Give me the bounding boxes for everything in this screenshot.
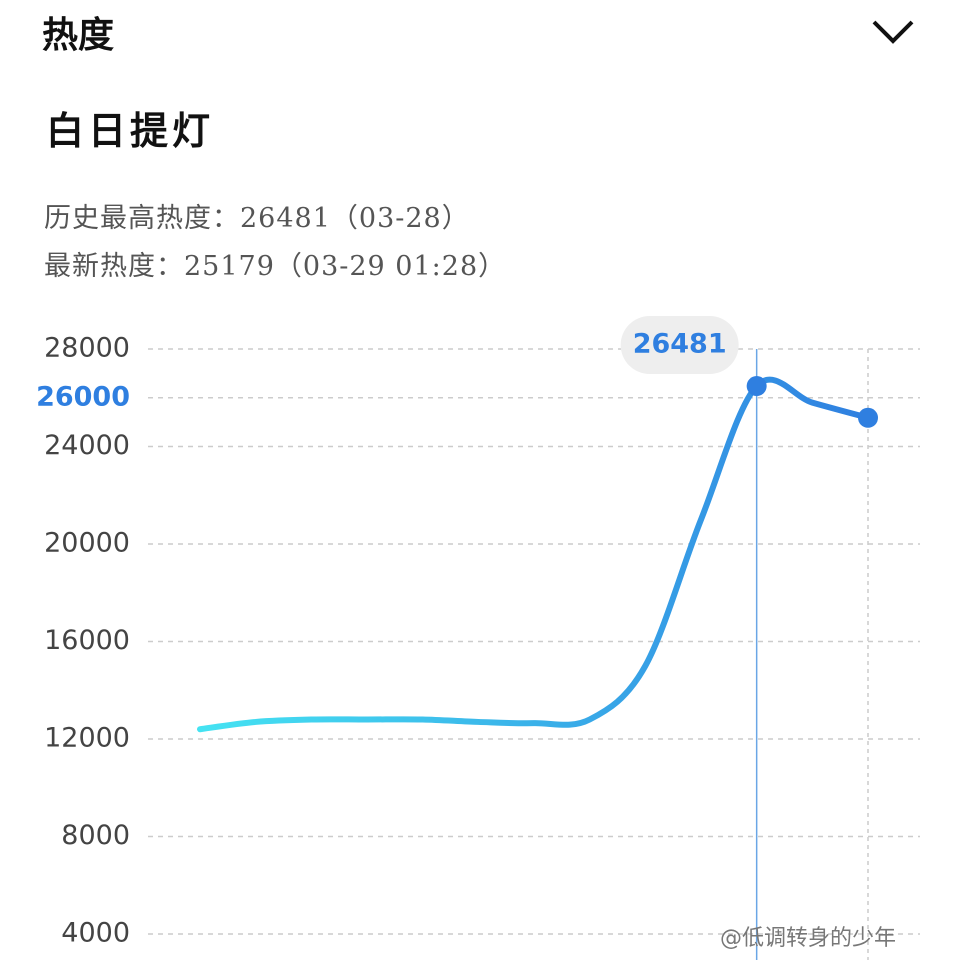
chart: 4000 8000 12000 16000 20000 24000 26000 28000 26… (36, 316, 920, 960)
y-tick-label: 28000 (44, 333, 130, 364)
stat-peak: 历史最高热度：26481（03-28） (44, 203, 470, 234)
tooltip (620, 316, 739, 374)
y-tick-label: 20000 (44, 528, 130, 559)
y-tick-label: 24000 (44, 430, 130, 461)
watermark: @低调转身的少年 (720, 926, 897, 951)
y-tick-label: 26000 (36, 381, 130, 412)
stat-latest: 最新热度：25179（03-29 01:28） (44, 251, 507, 282)
y-tick-label: 4000 (61, 918, 130, 949)
y-tick-label: 8000 (61, 820, 130, 851)
topic-title: 白日提灯 (46, 108, 215, 153)
point (746, 376, 767, 397)
line (197, 376, 871, 733)
section-header: 热度 (42, 15, 115, 56)
point (858, 407, 878, 428)
tooltip-label: 26481 (633, 329, 727, 360)
collapse-button[interactable] (870, 14, 916, 50)
y-tick-label: 16000 (44, 625, 130, 656)
y-tick-label: 12000 (44, 723, 130, 754)
